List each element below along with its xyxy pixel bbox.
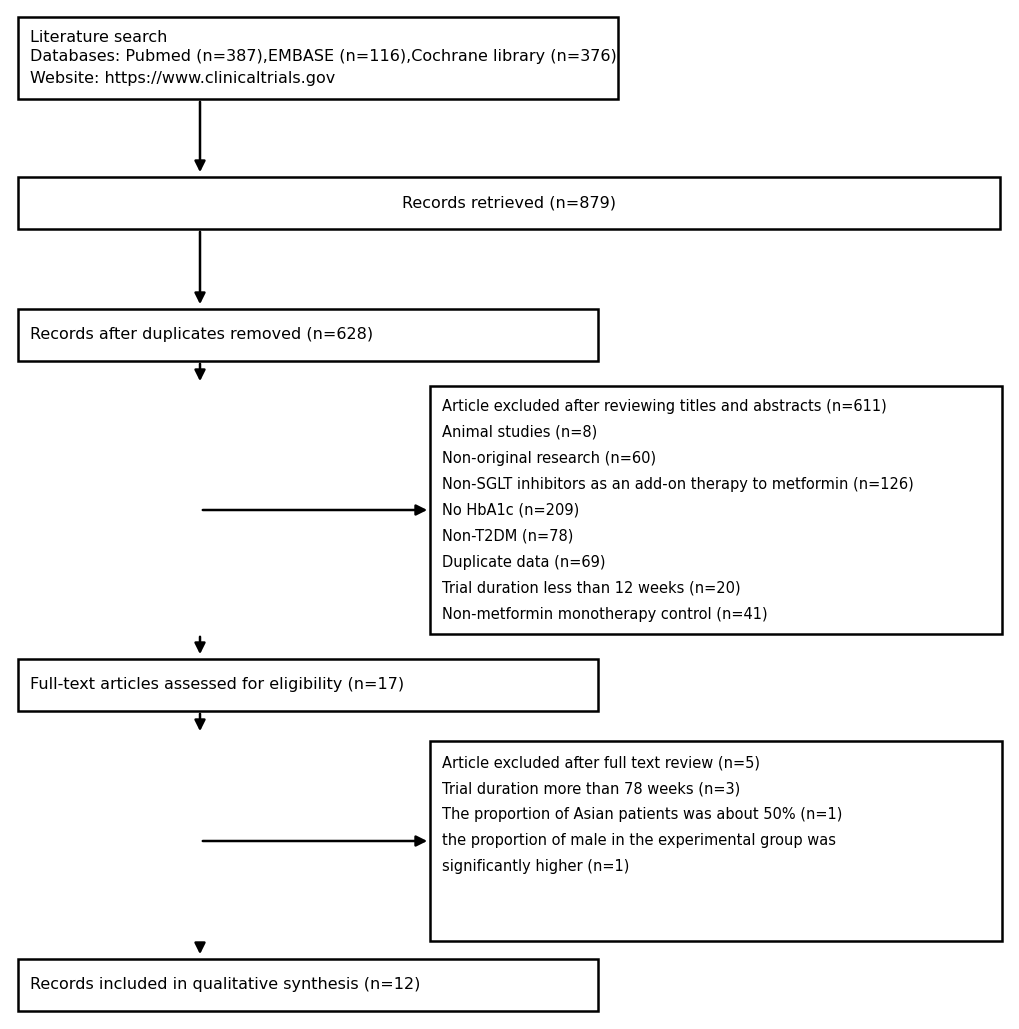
Text: Records included in qualitative synthesis (n=12): Records included in qualitative synthesi… [30,978,420,993]
Text: Article excluded after full text review (n=5): Article excluded after full text review … [441,755,759,771]
Bar [430,386,1001,634]
Text: Databases: Pubmed (n=387),EMBASE (n=116),Cochrane library (n=376): Databases: Pubmed (n=387),EMBASE (n=116)… [30,49,616,65]
Text: Non-metformin monotherapy control (n=41): Non-metformin monotherapy control (n=41) [441,606,767,622]
Text: Article excluded after reviewing titles and abstracts (n=611): Article excluded after reviewing titles … [441,398,886,414]
Text: Non-SGLT inhibitors as an add-on therapy to metformin (n=126): Non-SGLT inhibitors as an add-on therapy… [441,476,913,492]
Bar [430,741,1001,941]
Text: significantly higher (n=1): significantly higher (n=1) [441,859,629,875]
Text: No HbA1c (n=209): No HbA1c (n=209) [441,502,579,518]
Text: Trial duration less than 12 weeks (n=20): Trial duration less than 12 weeks (n=20) [441,580,740,596]
Text: Trial duration more than 78 weeks (n=3): Trial duration more than 78 weeks (n=3) [441,781,740,796]
Text: Non-original research (n=60): Non-original research (n=60) [441,451,655,465]
Text: Website: https://www.clinicaltrials.gov: Website: https://www.clinicaltrials.gov [30,71,335,86]
Text: Animal studies (n=8): Animal studies (n=8) [441,425,597,439]
Bar [18,177,999,229]
Text: Literature search: Literature search [30,30,167,44]
Text: Records retrieved (n=879): Records retrieved (n=879) [401,196,615,211]
Text: Records after duplicates removed (n=628): Records after duplicates removed (n=628) [30,327,373,343]
Text: Duplicate data (n=69): Duplicate data (n=69) [441,555,605,569]
Bar [18,17,618,99]
Text: Full-text articles assessed for eligibility (n=17): Full-text articles assessed for eligibil… [30,677,404,693]
Text: Non-T2DM (n=78): Non-T2DM (n=78) [441,529,573,543]
Text: The proportion of Asian patients was about 50% (n=1): The proportion of Asian patients was abo… [441,808,842,822]
Bar [18,959,597,1012]
Text: the proportion of male in the experimental group was: the proportion of male in the experiment… [441,833,836,849]
Bar [18,659,597,711]
Bar [18,309,597,361]
